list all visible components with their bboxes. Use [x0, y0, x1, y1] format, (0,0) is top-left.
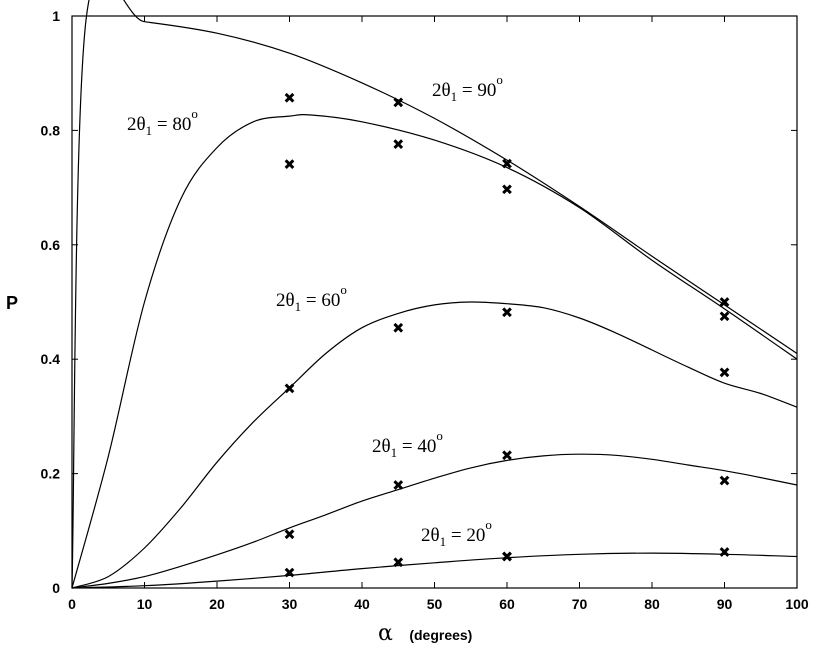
x-axis-units: (degrees)	[409, 627, 472, 643]
curve-theta-40	[71, 453, 798, 589]
curves	[71, 0, 798, 589]
measurement-marker	[719, 475, 730, 486]
measurement-marker	[719, 311, 730, 322]
measurement-marker	[284, 529, 295, 540]
measurement-marker	[393, 480, 404, 490]
curve-label-prefix: 2θ	[421, 525, 440, 546]
curve-label-sub: 1	[440, 534, 447, 549]
curve-label-sup: o	[340, 282, 347, 297]
y-tick-label: 0.8	[41, 122, 61, 138]
curve-label-3: 2θ1 = 40o	[372, 428, 443, 460]
curve-label-mid: = 40	[397, 436, 436, 457]
curve-label-4: 2θ1 = 20o	[421, 517, 492, 549]
x-tick-label: 40	[354, 596, 370, 612]
curve-label-sup: o	[191, 106, 198, 121]
curve-label-sub: 1	[295, 299, 302, 314]
x-tick-label: 0	[68, 596, 76, 612]
curve-label-sub: 1	[451, 89, 458, 104]
measurement-marker	[502, 551, 512, 562]
x-tick-label: 80	[644, 596, 660, 612]
measurement-marker	[393, 139, 404, 149]
curve-theta-20	[71, 552, 798, 589]
curve-label-2: 2θ1 = 60o	[276, 282, 347, 314]
curve-label-prefix: 2θ	[372, 436, 391, 457]
curve-theta-60	[71, 301, 798, 589]
x-axis-symbol: α	[378, 621, 393, 646]
x-tick-label: 20	[209, 596, 225, 612]
curve-label-sup: o	[496, 72, 503, 87]
measurement-marker	[284, 567, 295, 578]
x-tick-label: 10	[137, 596, 153, 612]
measurement-marker	[502, 158, 512, 169]
y-tick-label: 0	[52, 580, 60, 596]
measurement-marker	[719, 547, 730, 557]
measurement-marker	[502, 450, 512, 461]
curve-label-prefix: 2θ	[276, 290, 295, 311]
curve-label-1: 2θ1 = 80o	[127, 106, 198, 138]
measurement-marker	[719, 297, 730, 307]
y-tick-label: 1	[52, 8, 60, 24]
curve-label-prefix: 2θ	[127, 114, 146, 135]
curve-label-mid: = 60	[301, 290, 340, 311]
curve-label-sub: 1	[391, 445, 398, 460]
measurement-marker	[719, 367, 730, 378]
x-tick-label: 60	[499, 596, 515, 612]
x-axis-label: α (degrees)	[378, 621, 472, 646]
measurement-marker	[393, 97, 404, 108]
curve-theta-80	[71, 113, 798, 589]
curve-label-sup: o	[485, 517, 492, 532]
y-tick-label: 0.6	[41, 237, 61, 253]
data-markers	[284, 92, 730, 578]
curve-label-mid: = 90	[457, 80, 496, 101]
curve-label-0: 2θ1 = 90o	[432, 72, 503, 104]
curve-label-sup: o	[436, 428, 443, 443]
measurement-marker	[284, 92, 295, 103]
curve-label-sub: 1	[146, 123, 153, 138]
y-tick-label: 0.4	[41, 351, 61, 367]
curve-label-mid: = 80	[152, 114, 191, 135]
x-tick-label: 70	[572, 596, 588, 612]
measurement-marker	[502, 184, 512, 195]
x-tick-label: 100	[785, 596, 809, 612]
curve-label-mid: = 20	[446, 525, 485, 546]
x-tick-label: 50	[427, 596, 443, 612]
curve-theta-90	[71, 0, 798, 589]
x-tick-label: 30	[282, 596, 298, 612]
measurement-marker	[393, 557, 404, 568]
y-axis-label: P	[6, 293, 18, 313]
measurement-marker	[393, 322, 404, 333]
plot-frame	[71, 15, 798, 589]
x-tick-label: 90	[717, 596, 733, 612]
measurement-marker	[502, 307, 512, 318]
measurement-marker	[284, 383, 295, 394]
axis-ticks: 0 10 20 30 40 50 60 70 80 90 100 0 0.2 0.4 0.6 0.8 1	[41, 8, 809, 612]
curve-label-prefix: 2θ	[432, 80, 451, 101]
measurement-marker	[284, 159, 295, 170]
y-tick-label: 0.2	[41, 466, 61, 482]
